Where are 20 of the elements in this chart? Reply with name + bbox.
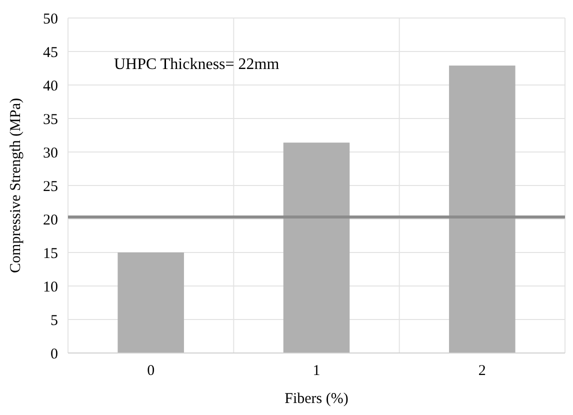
y-tick-label: 0: [50, 346, 58, 362]
bar: [449, 66, 516, 353]
x-tick-label: 1: [312, 363, 320, 379]
y-tick-label: 50: [43, 11, 58, 28]
bar: [283, 142, 350, 353]
y-tick-label: 15: [43, 246, 58, 262]
x-axis-title: Fibers (%): [284, 391, 348, 407]
y-tick-label: 20: [43, 212, 58, 228]
y-tick-label: 35: [43, 112, 58, 128]
annotation: UHPC Thickness= 22mm: [114, 56, 280, 73]
y-tick-label: 25: [43, 178, 58, 195]
bar: [118, 252, 184, 353]
y-axis-title: Compressive Strength (MPa): [8, 98, 24, 273]
y-tick-label: 30: [43, 145, 58, 162]
y-tick-label: 5: [50, 312, 58, 329]
x-tick-label: 2: [478, 363, 486, 379]
y-tick-label: 40: [43, 78, 58, 94]
x-tick-label: 0: [147, 363, 155, 379]
y-tick-label: 45: [43, 44, 58, 61]
y-tick-label: 10: [43, 279, 58, 296]
